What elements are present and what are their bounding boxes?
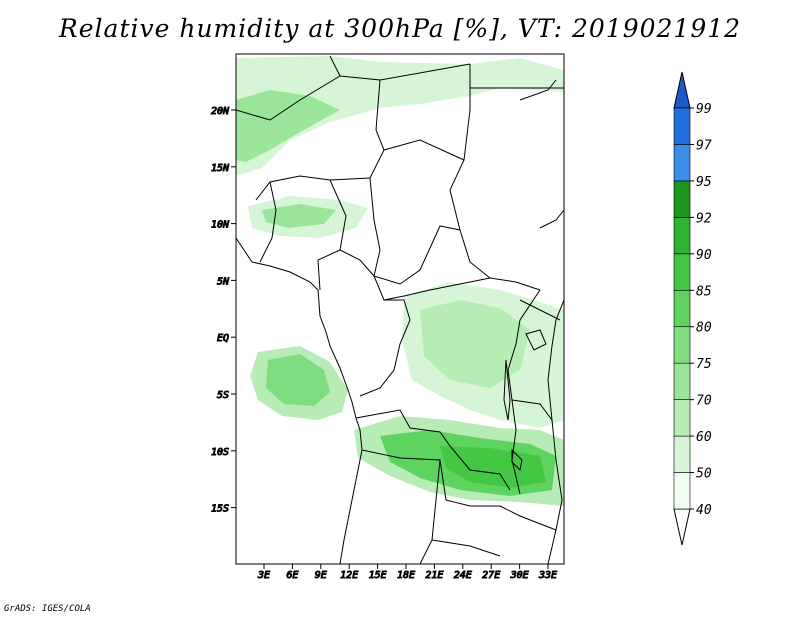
lon-label: 21E bbox=[425, 570, 443, 581]
colorbar-segment bbox=[673, 107, 691, 145]
map-title: Relative humidity at 300hPa [%], VT: 201… bbox=[58, 14, 742, 43]
lon-label: 30E bbox=[510, 570, 529, 581]
grads-credit: GrADS: IGES/COLA bbox=[4, 604, 91, 614]
colorbar-label: 90 bbox=[696, 248, 712, 263]
colorbar-top-arrow bbox=[673, 71, 691, 109]
lat-label: 5N bbox=[217, 276, 230, 287]
lat-label: 15S bbox=[211, 504, 229, 515]
colorbar-label: 80 bbox=[696, 321, 712, 336]
humidity-area-south-strong bbox=[440, 446, 546, 488]
lat-label: 10S bbox=[211, 447, 229, 458]
lon-label: 3E bbox=[257, 570, 270, 581]
colorbar-label: 70 bbox=[696, 394, 712, 409]
colorbar-label: 40 bbox=[696, 503, 712, 518]
lat-label: EQ bbox=[217, 333, 229, 344]
colorbar-label: 95 bbox=[696, 175, 712, 190]
colorbar-label: 97 bbox=[696, 138, 712, 153]
colorbar-segment bbox=[673, 399, 691, 437]
lon-label: 27E bbox=[482, 570, 500, 581]
lon-axis: 3E 6E 9E 12E 15E 18E 21E 24E 27E 30E 33E bbox=[256, 564, 558, 582]
lat-label: 20N bbox=[211, 106, 230, 117]
humidity-field bbox=[236, 56, 564, 506]
lon-label: 6E bbox=[286, 570, 298, 581]
colorbar-segment bbox=[673, 253, 691, 291]
humidity-area-central-core bbox=[420, 300, 530, 388]
colorbar-label: 75 bbox=[696, 357, 712, 372]
lon-label: 33E bbox=[538, 570, 557, 581]
colorbar-segment bbox=[673, 289, 691, 328]
colorbar-label: 99 bbox=[696, 102, 712, 117]
colorbar-segment bbox=[673, 180, 691, 218]
humidity-area-atlantic-core bbox=[266, 354, 330, 406]
colorbar-segment bbox=[673, 362, 691, 400]
colorbar-segment bbox=[673, 217, 691, 255]
colorbar-label: 50 bbox=[696, 467, 712, 482]
colorbar-segment bbox=[673, 326, 691, 364]
lon-label: 15E bbox=[369, 570, 387, 581]
colorbar-label: 92 bbox=[696, 211, 712, 226]
humidity-area-north-core bbox=[236, 90, 340, 162]
colorbar-segment bbox=[673, 472, 691, 510]
lat-label: 15N bbox=[211, 163, 230, 174]
humidity-area-north bbox=[236, 56, 564, 176]
lon-label: 18E bbox=[397, 570, 415, 581]
colorbar: 40 50 60 70 75 80 85 90 92 95 97 99 bbox=[673, 71, 712, 546]
colorbar-bottom-arrow bbox=[673, 508, 691, 546]
colorbar-label: 85 bbox=[696, 284, 712, 299]
colorbar-segment bbox=[673, 144, 691, 182]
lon-label: 12E bbox=[340, 570, 358, 581]
colorbar-segment bbox=[673, 435, 691, 473]
map-frame bbox=[235, 53, 565, 565]
lon-label: 24E bbox=[454, 570, 472, 581]
lat-label: 5S bbox=[217, 390, 229, 401]
lat-label: 10N bbox=[211, 220, 230, 231]
lon-label: 9E bbox=[315, 570, 327, 581]
lat-axis: 20N 15N 10N 5N EQ 5S 10S 15S bbox=[210, 106, 236, 515]
country-borders bbox=[236, 55, 564, 564]
colorbar-label: 60 bbox=[696, 430, 712, 445]
humidity-area-west-africa-core bbox=[262, 204, 336, 228]
